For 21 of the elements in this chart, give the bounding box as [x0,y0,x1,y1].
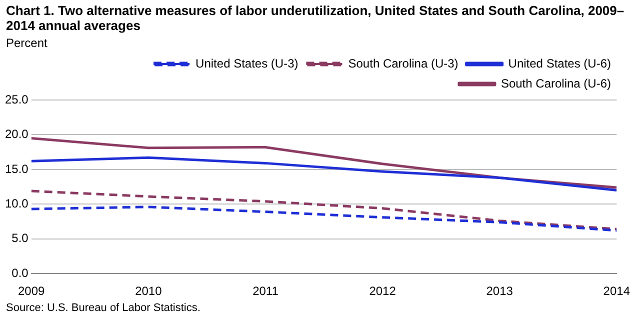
y-tick-label: 5.0 [12,231,29,246]
y-tick-label: 10.0 [4,196,29,210]
y-tick-label: 25.0 [4,92,29,106]
x-tick-label: 2014 [603,284,630,298]
x-tick-label: 2010 [135,284,162,298]
source-note: Source: U.S. Bureau of Labor Statistics. [5,302,202,314]
y-tick-label: 0.0 [12,266,29,280]
y-tick-label: 15.0 [4,162,29,176]
legend-label: South Carolina (U-6) [500,76,612,90]
legend-label: United States (U-3) [196,56,298,70]
y-tick-label: 20.0 [4,127,29,142]
y-axis-title: Percent [5,35,48,50]
legend-label: South Carolina (U-3) [348,56,458,70]
x-tick-label: 2013 [486,284,514,298]
chart-title: Chart 1. Two alternative measures of labor underutilization, United States and South Carolina, 2009–2014 annual averages [5,2,626,33]
legend-label: United States (U-6) [508,56,612,70]
line-series [31,206,617,232]
x-tick-label: 2011 [252,284,279,298]
line-series [31,190,617,230]
x-tick-label: 2012 [369,284,396,298]
x-tick-label: 2009 [18,284,46,298]
